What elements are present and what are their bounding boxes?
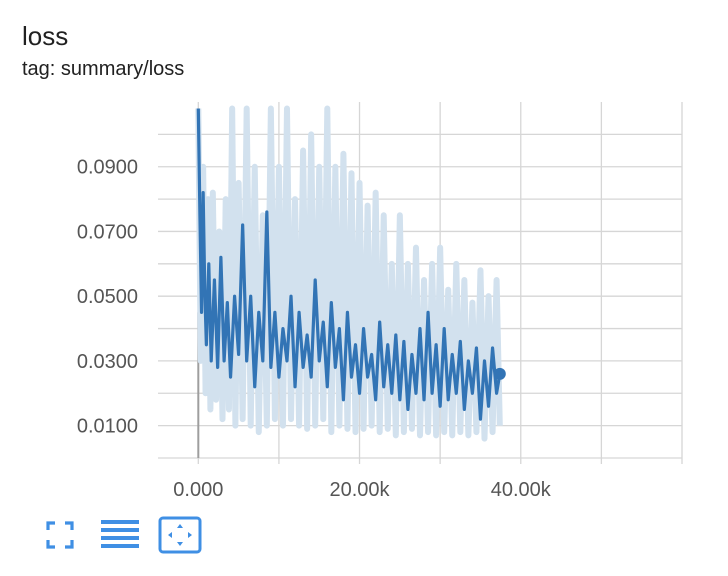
chart-title: loss [22, 21, 69, 51]
expand-chart-button[interactable] [38, 514, 82, 556]
last-point-marker [493, 367, 506, 380]
y-tick-label: 0.0300 [77, 351, 138, 373]
y-tick-label: 0.0500 [77, 286, 138, 308]
smoothed-series-line [196, 108, 502, 421]
raw-series-layer [195, 105, 503, 442]
expand-icon [46, 521, 74, 549]
x-tick-label: 40.00k [491, 479, 552, 501]
chart-tag-subtitle: tag: summary/loss [22, 58, 185, 80]
y-tick-label: 0.0700 [77, 221, 138, 243]
x-tick-label: 20.00k [330, 479, 391, 501]
x-tick-label: 0.000 [173, 479, 223, 501]
axis-ticks: 0.0100 0.0300 0.0500 0.0700 0.0900 0.000 20.00… [77, 157, 552, 501]
log-scale-icon [101, 520, 139, 548]
y-tick-label: 0.0100 [77, 416, 138, 438]
fit-domain-icon [158, 516, 202, 554]
y-tick-label: 0.0900 [77, 157, 138, 179]
toggle-log-scale-button[interactable] [98, 514, 142, 556]
raw-series-line [195, 105, 503, 442]
smoothed-series-layer [196, 108, 506, 421]
fit-domain-button[interactable] [158, 514, 202, 556]
chart-toolbar [38, 514, 218, 556]
